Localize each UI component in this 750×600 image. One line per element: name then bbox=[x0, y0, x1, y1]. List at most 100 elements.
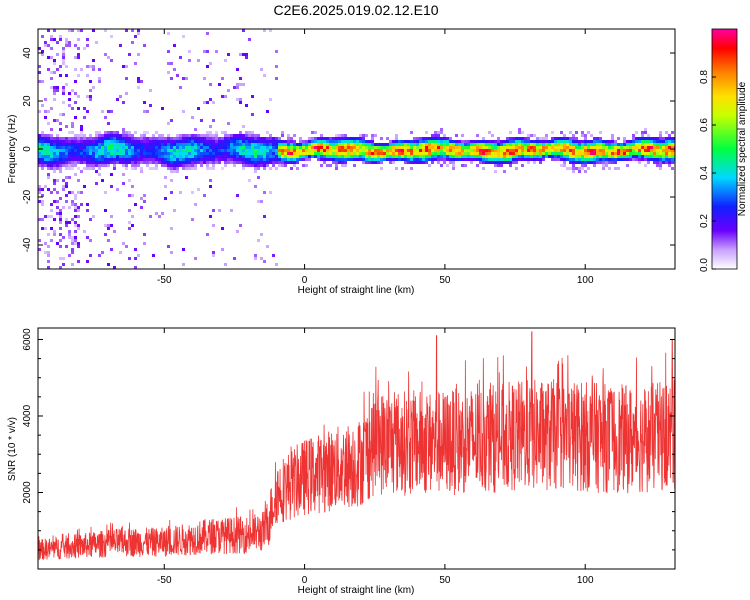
heatmap-cell bbox=[65, 182, 68, 185]
heatmap-cell bbox=[542, 149, 545, 152]
heatmap-cell bbox=[143, 110, 146, 113]
heatmap-cell bbox=[335, 167, 338, 170]
heatmap-cell bbox=[326, 143, 329, 146]
heatmap-cell bbox=[239, 77, 242, 80]
heatmap-cell bbox=[53, 62, 56, 65]
heatmap-cell bbox=[113, 230, 116, 233]
heatmap-cell bbox=[239, 146, 242, 149]
heatmap-cell bbox=[440, 137, 443, 140]
heatmap-cell bbox=[218, 209, 221, 212]
heatmap-cell bbox=[212, 152, 215, 155]
heatmap-cell bbox=[305, 158, 308, 161]
heatmap-cell bbox=[662, 161, 665, 164]
heatmap-cell bbox=[224, 164, 227, 167]
heatmap-cell bbox=[371, 143, 374, 146]
heatmap-cell bbox=[38, 152, 41, 155]
heatmap-cell bbox=[626, 155, 629, 158]
heatmap-cell bbox=[44, 161, 47, 164]
heatmap-cell bbox=[320, 155, 323, 158]
heatmap-cell bbox=[185, 152, 188, 155]
heatmap-cell bbox=[614, 152, 617, 155]
heatmap-cell bbox=[50, 164, 53, 167]
heatmap-cell bbox=[242, 83, 245, 86]
heatmap-cell bbox=[71, 152, 74, 155]
heatmap-cell bbox=[266, 143, 269, 146]
heatmap-cell bbox=[275, 149, 278, 152]
heatmap-cell bbox=[350, 152, 353, 155]
heatmap-cell bbox=[128, 140, 131, 143]
heatmap-cell bbox=[644, 131, 647, 134]
heatmap-cell bbox=[605, 143, 608, 146]
heatmap-cell bbox=[410, 143, 413, 146]
heatmap-cell bbox=[236, 140, 239, 143]
heatmap-cell bbox=[641, 152, 644, 155]
heatmap-cell bbox=[284, 149, 287, 152]
heatmap-cell bbox=[293, 146, 296, 149]
heatmap-cell bbox=[512, 158, 515, 161]
heatmap-cell bbox=[365, 134, 368, 137]
heatmap-cell bbox=[182, 152, 185, 155]
heatmap-cell bbox=[71, 263, 74, 266]
heatmap-cell bbox=[452, 143, 455, 146]
heatmap-cell bbox=[41, 134, 44, 137]
heatmap-cell bbox=[107, 224, 110, 227]
heatmap-cell bbox=[176, 149, 179, 152]
heatmap-cell bbox=[113, 152, 116, 155]
heatmap-cell bbox=[98, 137, 101, 140]
heatmap-cell bbox=[110, 158, 113, 161]
heatmap-cell bbox=[452, 164, 455, 167]
heatmap-cell bbox=[428, 152, 431, 155]
heatmap-cell bbox=[443, 143, 446, 146]
heatmap-cell bbox=[200, 137, 203, 140]
heatmap-cell bbox=[311, 143, 314, 146]
heatmap-cell bbox=[59, 155, 62, 158]
heatmap-cell bbox=[449, 137, 452, 140]
heatmap-cell bbox=[488, 155, 491, 158]
heatmap-cell bbox=[242, 164, 245, 167]
heatmap-cell bbox=[41, 200, 44, 203]
heatmap-cell bbox=[350, 146, 353, 149]
heatmap-cell bbox=[116, 158, 119, 161]
heatmap-cell bbox=[491, 140, 494, 143]
heatmap-cell bbox=[497, 140, 500, 143]
heatmap-cell bbox=[578, 140, 581, 143]
heatmap-cell bbox=[89, 149, 92, 152]
heatmap-cell bbox=[305, 149, 308, 152]
heatmap-cell bbox=[497, 158, 500, 161]
heatmap-cell bbox=[65, 149, 68, 152]
heatmap-cell bbox=[302, 140, 305, 143]
heatmap-cell bbox=[104, 209, 107, 212]
heatmap-cell bbox=[62, 101, 65, 104]
heatmap-cell bbox=[95, 134, 98, 137]
heatmap-cell bbox=[137, 77, 140, 80]
heatmap-cell bbox=[206, 101, 209, 104]
heatmap-cell bbox=[212, 224, 215, 227]
heatmap-cell bbox=[416, 146, 419, 149]
heatmap-cell bbox=[497, 149, 500, 152]
heatmap-cell bbox=[389, 158, 392, 161]
heatmap-cell bbox=[623, 140, 626, 143]
heatmap-cell bbox=[80, 137, 83, 140]
heatmap-cell bbox=[422, 146, 425, 149]
heatmap-cell bbox=[587, 131, 590, 134]
heatmap-cell bbox=[152, 254, 155, 257]
heatmap-cell bbox=[548, 155, 551, 158]
heatmap-cell bbox=[173, 68, 176, 71]
heatmap-cell bbox=[608, 158, 611, 161]
heatmap-cell bbox=[77, 215, 80, 218]
heatmap-cell bbox=[92, 59, 95, 62]
heatmap-cell bbox=[563, 143, 566, 146]
heatmap-cell bbox=[62, 158, 65, 161]
heatmap-cell bbox=[71, 248, 74, 251]
heatmap-cell bbox=[149, 146, 152, 149]
heatmap-cell bbox=[239, 152, 242, 155]
heatmap-cell bbox=[662, 158, 665, 161]
heatmap-cell bbox=[125, 143, 128, 146]
heatmap-cell bbox=[245, 137, 248, 140]
heatmap-cell bbox=[332, 149, 335, 152]
heatmap-cell bbox=[317, 149, 320, 152]
heatmap-cell bbox=[404, 152, 407, 155]
heatmap-cell bbox=[428, 140, 431, 143]
heatmap-cell bbox=[257, 161, 260, 164]
heatmap-cell bbox=[47, 152, 50, 155]
